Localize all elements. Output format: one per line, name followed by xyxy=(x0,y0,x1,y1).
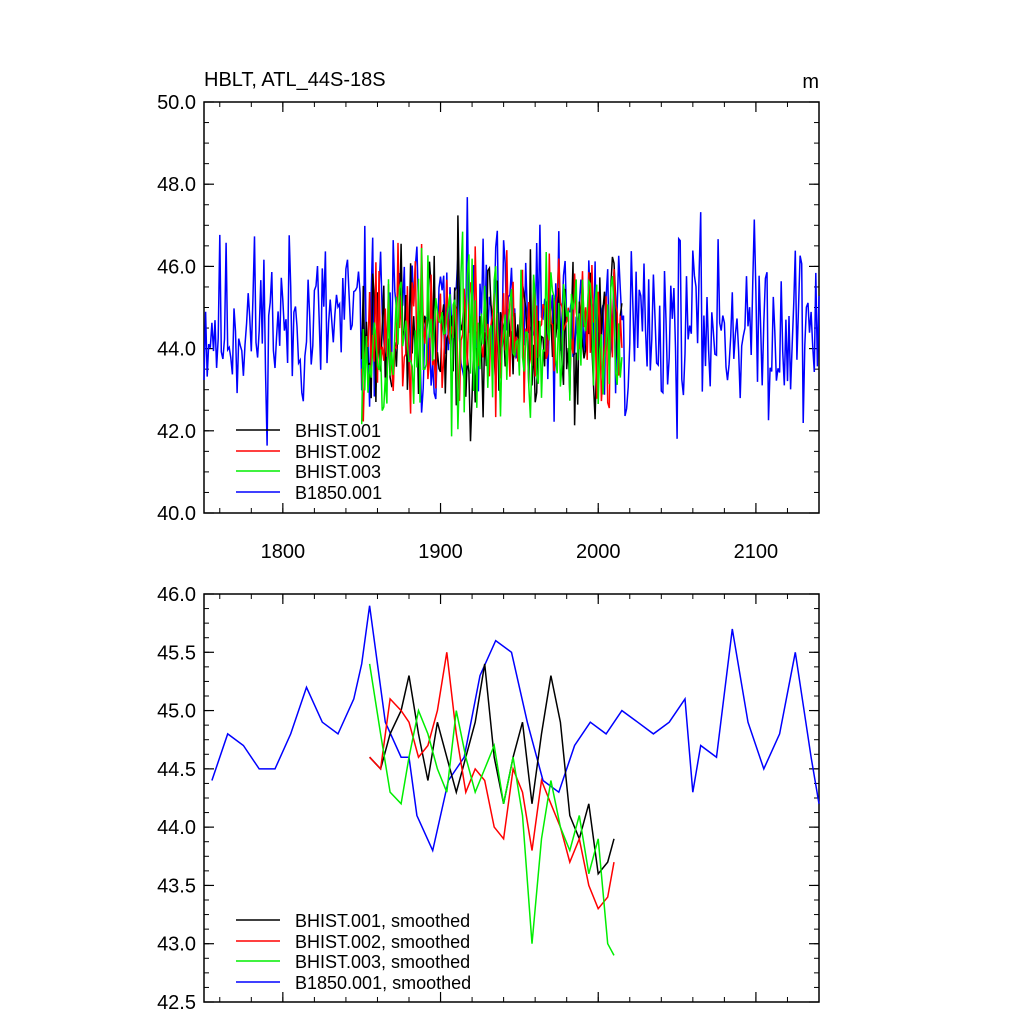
y-tick-label: 44.0 xyxy=(157,817,196,839)
series-line-b1850-001 xyxy=(203,197,820,446)
y-tick-label: 40.0 xyxy=(157,503,196,525)
legend-item: BHIST.002, smoothed xyxy=(236,932,470,952)
legend-item: B1850.001 xyxy=(236,483,382,503)
legend-label: BHIST.003, smoothed xyxy=(295,952,470,972)
legend-item: BHIST.001, smoothed xyxy=(236,911,470,931)
x-tick-label: 2100 xyxy=(734,541,779,563)
legend-label: BHIST.001 xyxy=(295,421,381,441)
legend-label: BHIST.002, smoothed xyxy=(295,932,470,952)
units-label: m xyxy=(802,71,819,93)
legend-item: BHIST.003 xyxy=(236,462,381,482)
y-tick-label: 45.0 xyxy=(157,701,196,723)
y-tick-label: 50.0 xyxy=(157,92,196,114)
legend-item: BHIST.002 xyxy=(236,442,381,462)
y-tick-label: 44.5 xyxy=(157,759,196,781)
legend-item: B1850.001, smoothed xyxy=(236,973,471,993)
series-line-bhist-003 xyxy=(360,231,623,437)
legend-item: BHIST.003, smoothed xyxy=(236,952,470,972)
smoothed-line-0 xyxy=(211,605,820,853)
y-tick-label: 46.0 xyxy=(157,256,196,278)
legend-bottom: BHIST.001, smoothed BHIST.002, smoothed … xyxy=(236,911,471,993)
y-tick-label: 46.0 xyxy=(157,584,196,606)
legend-label: B1850.001, smoothed xyxy=(295,973,471,993)
top-plot: 40.0 42.0 44.0 46.0 48.0 50.0 1800 1900 2000 2100 xyxy=(157,92,820,563)
legend-item: BHIST.001 xyxy=(236,421,381,441)
x-tick-label: 2000 xyxy=(576,541,621,563)
legend-label: BHIST.003 xyxy=(295,462,381,482)
plot-frame xyxy=(203,593,820,1003)
legend-label: B1850.001 xyxy=(295,483,382,503)
bottom-plot: 42.5 43.0 43.5 44.0 44.5 45.0 45.5 46.0 xyxy=(157,584,820,1014)
y-tick-label: 42.5 xyxy=(157,992,196,1014)
legend-top: BHIST.001 BHIST.002 BHIST.003 B1850.001 xyxy=(236,421,382,503)
smoothed-line-2 xyxy=(369,652,615,911)
y-tick-label: 45.5 xyxy=(157,642,196,664)
x-tick-label: 1900 xyxy=(418,541,463,563)
y-tick-label: 48.0 xyxy=(157,174,196,196)
y-tick-label: 44.0 xyxy=(157,339,196,361)
x-tick-label: 1800 xyxy=(261,541,306,563)
y-tick-label: 43.5 xyxy=(157,875,196,897)
legend-label: BHIST.002 xyxy=(295,442,381,462)
y-tick-label: 43.0 xyxy=(157,934,196,956)
smoothed-line-3 xyxy=(368,663,615,956)
legend-label: BHIST.001, smoothed xyxy=(295,911,470,931)
y-tick-label: 42.0 xyxy=(157,421,196,443)
smoothed-line-1 xyxy=(369,663,615,876)
chart-title: HBLT, ATL_44S-18S xyxy=(204,69,386,91)
